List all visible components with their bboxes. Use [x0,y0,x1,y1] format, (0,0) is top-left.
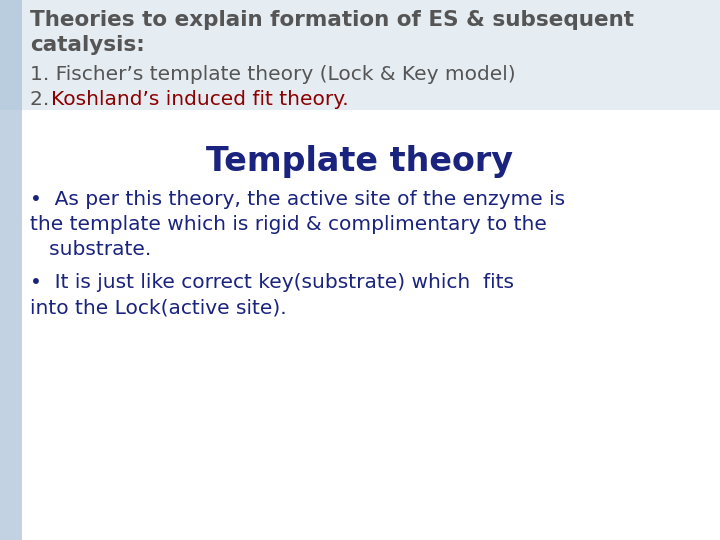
Text: •  It is just like correct key(substrate) which  fits: • It is just like correct key(substrate)… [30,273,514,292]
Bar [0,0,720,110]
Text: the template which is rigid & complimentary to the: the template which is rigid & compliment… [30,215,547,234]
Text: into the Lock(active site).: into the Lock(active site). [30,298,287,317]
Text: 2.: 2. [30,90,55,109]
Bar [0,0,22,540]
Text: substrate.: substrate. [30,240,151,259]
Text: Koshland’s induced fit theory.: Koshland’s induced fit theory. [51,90,348,109]
Text: catalysis:: catalysis: [30,35,145,55]
Text: •  As per this theory, the active site of the enzyme is: • As per this theory, the active site of… [30,190,565,209]
Text: Template theory: Template theory [207,145,513,178]
Text: Theories to explain formation of ES & subsequent: Theories to explain formation of ES & su… [30,10,634,30]
Text: 1. Fischer’s template theory (Lock & Key model): 1. Fischer’s template theory (Lock & Key… [30,65,516,84]
